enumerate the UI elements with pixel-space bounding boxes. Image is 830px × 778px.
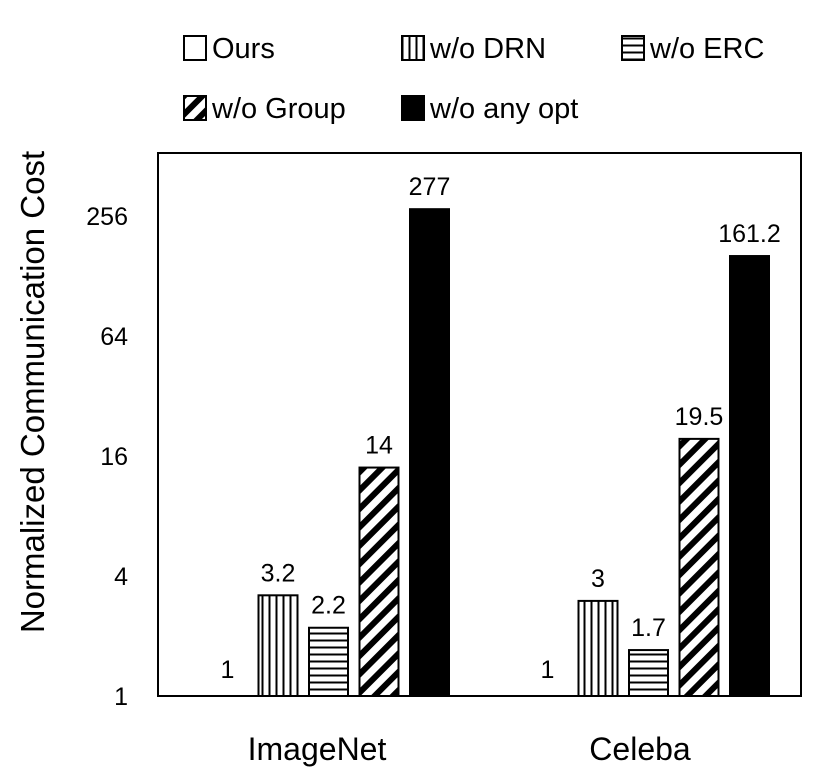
- bar-value-label: 3.2: [261, 559, 296, 587]
- y-axis-title: Normalized Communication Cost: [14, 151, 51, 633]
- bar-value-label: 1: [541, 656, 555, 684]
- legend-swatch: [183, 35, 207, 61]
- legend-label: w/o Group: [211, 93, 346, 125]
- bar-value-label: 1: [221, 656, 235, 684]
- y-tick-label: 256: [86, 203, 128, 231]
- legend-label: w/o ERC: [649, 33, 764, 65]
- x-tick-labels: ImageNet Celeba: [248, 731, 691, 767]
- bar-marks: [257, 208, 770, 698]
- bar: [257, 594, 299, 697]
- bar: [358, 466, 400, 698]
- legend-label: Ours: [212, 33, 275, 65]
- bar-value-label: 14: [365, 432, 393, 460]
- legend-swatch: [401, 35, 425, 61]
- x-tick-label: ImageNet: [248, 731, 387, 767]
- bar-value-label: 161.2: [718, 220, 781, 248]
- legend-swatch: [401, 95, 425, 121]
- y-tick-label: 4: [114, 563, 128, 591]
- bar-value-label: 2.2: [311, 592, 346, 620]
- legend-label: w/o any opt: [429, 93, 578, 125]
- bar: [729, 255, 770, 697]
- bar-value-label: 277: [409, 173, 451, 201]
- y-tick-label: 64: [100, 323, 128, 351]
- bar-value-label: 1.7: [631, 614, 666, 642]
- y-tick-labels: 1 4 16 64 256: [86, 203, 128, 711]
- bar: [628, 649, 669, 698]
- bar-value-labels: 1 3.2 2.2 14 277 1 3 1.7 19.5 161.2: [221, 173, 781, 684]
- x-tick-label: Celeba: [589, 731, 691, 767]
- legend: Ours w/o DRN w/o ERC w/o Group w/o any opt: [183, 33, 764, 125]
- bar: [678, 437, 720, 697]
- plot-area-frame: [157, 152, 802, 697]
- bar: [409, 208, 450, 697]
- bar: [577, 599, 619, 697]
- legend-label: w/o DRN: [429, 33, 546, 65]
- bar-value-label: 3: [591, 565, 605, 593]
- y-tick-label: 16: [100, 443, 128, 471]
- legend-swatch: [183, 95, 207, 121]
- y-tick-label: 1: [114, 683, 128, 711]
- bar: [308, 626, 349, 698]
- legend-swatch: [621, 35, 645, 61]
- bar-value-label: 19.5: [675, 403, 724, 431]
